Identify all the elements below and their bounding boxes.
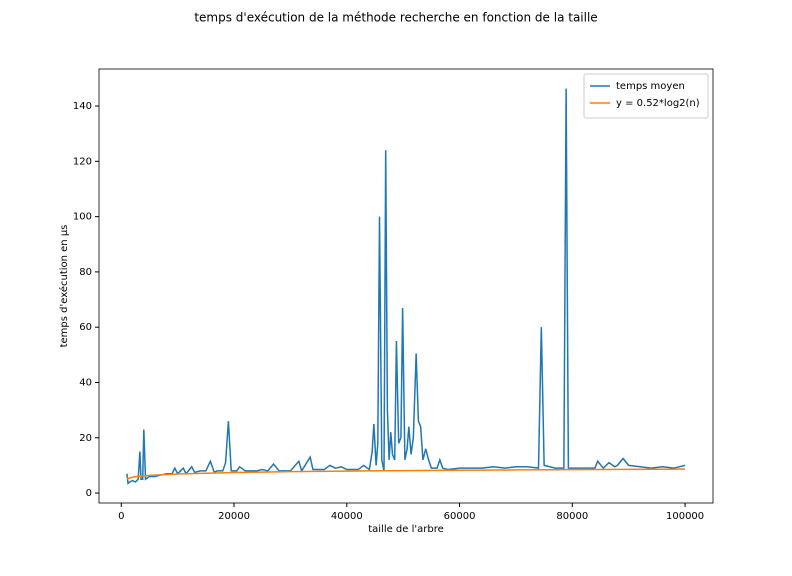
y-tick-label: 60 <box>79 322 92 333</box>
x-tick-label: 40000 <box>331 511 363 522</box>
y-tick-label: 80 <box>79 267 92 278</box>
y-axis-label: temps d'exécution en µs <box>58 225 70 348</box>
plot-frame <box>98 68 714 504</box>
y-tick-label: 120 <box>73 156 92 167</box>
x-tick-label: 80000 <box>556 511 588 522</box>
series-line <box>126 88 686 485</box>
series-line <box>126 468 686 480</box>
x-tick-label: 0 <box>118 511 124 522</box>
y-tick-label: 0 <box>86 488 92 499</box>
y-tick-label: 40 <box>79 377 92 388</box>
x-tick-label: 60000 <box>444 511 476 522</box>
x-axis-label: taille de l'arbre <box>368 524 444 535</box>
legend: temps moyen y = 0.52*log2(n) <box>583 73 709 119</box>
legend-label: y = 0.52*log2(n) <box>616 98 700 109</box>
y-tick-label: 140 <box>73 101 92 112</box>
y-tick-label: 20 <box>79 433 92 444</box>
x-tick-label: 20000 <box>218 511 250 522</box>
y-tick-label: 100 <box>73 212 92 223</box>
chart-title: temps d'exécution de la méthode recherch… <box>194 11 597 25</box>
legend-label: temps moyen <box>616 81 685 92</box>
legend-box <box>583 73 709 119</box>
x-tick-label: 100000 <box>666 511 704 522</box>
